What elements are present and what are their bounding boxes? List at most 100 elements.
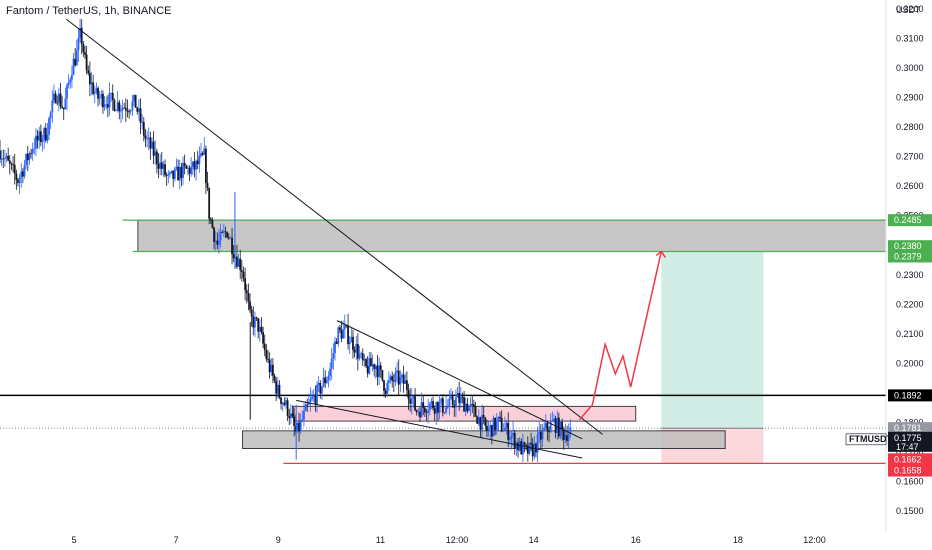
y-tick-label: 0.2100 (896, 329, 924, 339)
candle-body (39, 131, 42, 143)
candle-body (335, 341, 338, 344)
candle-body (562, 429, 565, 440)
candle-body (41, 139, 44, 143)
candle-body (231, 237, 233, 255)
candle-body (286, 400, 289, 416)
support-zone[interactable] (242, 430, 726, 449)
candle-body (486, 425, 488, 431)
price-axis[interactable]: 0.3200 0.3100 0.3000 0.2900 0.2800 0.2700 0.26… (885, 0, 924, 532)
plot-area[interactable] (0, 18, 887, 464)
candle-body (388, 380, 390, 383)
candle-body (188, 167, 191, 174)
price-tag-text: 0.1658 (894, 466, 922, 476)
candle-body (293, 416, 296, 426)
candle-body (74, 58, 77, 66)
candle-body (490, 425, 493, 437)
candle-body (298, 422, 300, 432)
candle-body (437, 402, 439, 413)
candle-body (216, 240, 219, 245)
candle-body (110, 92, 113, 94)
candle-body (36, 135, 39, 141)
candle-body (564, 435, 567, 440)
candle-body (556, 417, 559, 433)
candle-body (523, 442, 526, 446)
candle-body (75, 50, 78, 66)
candle-body (446, 406, 449, 408)
x-tick-label: 12:00 (446, 535, 469, 545)
candle-body (494, 417, 497, 431)
candle-body (456, 392, 459, 398)
candle-body (347, 325, 349, 345)
candle-body (391, 376, 394, 381)
candle-body (144, 135, 147, 139)
price-tag-bg (888, 250, 932, 263)
candles[interactable] (0, 18, 572, 463)
candle-body (551, 421, 554, 422)
wedge-lower[interactable] (296, 399, 583, 459)
candle-body (28, 153, 31, 161)
candle-body (379, 365, 382, 370)
candle-body (350, 336, 353, 343)
candle-body (208, 187, 211, 219)
price-tag-bg (888, 422, 932, 435)
time-axis[interactable]: 5 7 9 11 12:00 14 16 18 12:00 (72, 535, 826, 545)
candle-body (162, 164, 165, 169)
candle-body (53, 93, 55, 101)
candle-body (236, 256, 238, 267)
y-tick-label: 0.1700 (896, 447, 924, 457)
candle-body (440, 398, 443, 403)
candle-body (46, 134, 49, 141)
candle-body (224, 231, 227, 233)
candle-body (343, 325, 346, 330)
candle-body (222, 231, 225, 233)
x-tick-label: 18 (733, 535, 743, 545)
candle-body (394, 372, 397, 382)
target-zone[interactable] (661, 251, 764, 429)
candle-body (169, 172, 171, 175)
y-tick-label: 0.2300 (896, 270, 924, 280)
candle-body (18, 177, 21, 183)
candle-body (54, 93, 57, 103)
candle-body (561, 421, 564, 430)
wedge-upper[interactable] (336, 320, 583, 440)
candle-body (195, 160, 197, 170)
price-tag-bg (888, 214, 932, 227)
candle-body (397, 370, 400, 385)
candle-body (312, 395, 315, 398)
candle-body (438, 402, 441, 413)
candle-body (206, 183, 209, 188)
candle-body (361, 353, 364, 361)
candle-body (124, 107, 127, 111)
candle-body (479, 417, 482, 430)
candle-body (227, 237, 230, 239)
candle-body (128, 111, 130, 113)
x-tick-label: 5 (72, 535, 77, 545)
resistance-zone[interactable] (137, 219, 887, 252)
candle-body (263, 343, 266, 351)
candle-body (198, 155, 201, 165)
falling-trendline-long[interactable] (66, 18, 603, 435)
candle-body (275, 380, 278, 394)
projection-arrowhead (655, 250, 666, 258)
candle-body (338, 327, 341, 330)
candle-body (154, 151, 157, 156)
candle-body (116, 102, 119, 111)
candle-body (512, 432, 515, 437)
candle-body (317, 383, 320, 385)
candle-body (245, 290, 248, 294)
projection-path[interactable] (579, 251, 663, 421)
candle-body (180, 166, 183, 178)
y-tick-label: 0.3200 (896, 4, 924, 14)
candle-body (492, 417, 495, 437)
candle-body (510, 436, 513, 439)
candle-body (167, 174, 170, 176)
candle-body (21, 171, 24, 177)
price-tag-text: 0.1662 (894, 454, 922, 464)
candle-body (374, 365, 377, 370)
price-tag-text: 0.1781 (894, 423, 922, 433)
candle-body (383, 380, 385, 391)
price-tag-0-1781: 0.1781 (888, 422, 932, 435)
